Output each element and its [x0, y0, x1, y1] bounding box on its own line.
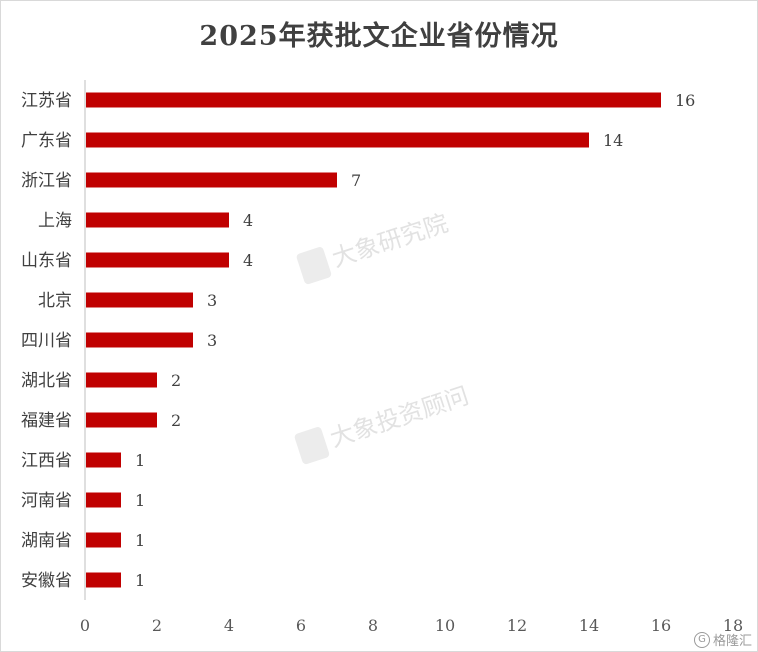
bar: [86, 292, 193, 308]
data-label: 4: [243, 211, 253, 230]
watermark-text-2: 大象投资顾问: [327, 382, 473, 453]
bar: [86, 372, 157, 388]
data-label: 4: [243, 251, 253, 270]
x-tick-label: 16: [651, 616, 671, 635]
data-label: 3: [207, 291, 217, 310]
data-label: 1: [135, 451, 145, 470]
logo-icon: G: [693, 631, 710, 648]
x-tick-label: 6: [296, 616, 306, 635]
bar: [86, 212, 229, 228]
category-label: 浙江省: [21, 171, 72, 191]
category-label: 福建省: [21, 411, 72, 431]
data-label: 2: [171, 411, 181, 430]
watermark-2: 大象投资顾问: [294, 382, 473, 465]
bar: [86, 92, 661, 108]
x-tick-label: 0: [80, 616, 90, 635]
category-label: 山东省: [21, 251, 72, 271]
category-label: 河南省: [21, 491, 72, 511]
bar: [86, 572, 121, 588]
corner-logo-text: 格隆汇: [712, 634, 752, 649]
category-label: 广东省: [21, 131, 72, 151]
x-tick-label: 8: [368, 616, 378, 635]
x-tick-label: 18: [723, 616, 743, 635]
data-label: 14: [603, 131, 623, 150]
bar: [86, 132, 589, 148]
watermark-1: 大象研究院: [296, 209, 452, 285]
bar: [86, 172, 337, 188]
data-label: 1: [135, 491, 145, 510]
data-label: 1: [135, 571, 145, 590]
bar: [86, 492, 121, 508]
category-label: 上海: [38, 211, 72, 231]
x-tick-label: 12: [507, 616, 527, 635]
bar: [86, 252, 229, 268]
x-tick-label: 2: [152, 616, 162, 635]
watermark-text-1: 大象研究院: [329, 209, 452, 273]
bar: [86, 532, 121, 548]
bar: [86, 412, 157, 428]
category-label: 江苏省: [21, 91, 72, 111]
category-label: 北京: [38, 291, 72, 311]
category-label: 湖南省: [21, 531, 72, 551]
bar: [86, 332, 193, 348]
category-label: 四川省: [21, 331, 72, 351]
category-label: 湖北省: [21, 371, 72, 391]
x-tick-label: 10: [435, 616, 455, 635]
category-label: 江西省: [21, 451, 72, 471]
data-label: 3: [207, 331, 217, 350]
bar: [86, 452, 121, 468]
data-label: 1: [135, 531, 145, 550]
data-label: 16: [675, 91, 695, 110]
data-label: 2: [171, 371, 181, 390]
x-tick-label: 14: [579, 616, 599, 635]
category-label: 安徽省: [21, 571, 72, 591]
chart-title: 2025年获批文企业省份情况: [199, 21, 559, 52]
corner-logo: G 格隆汇: [693, 630, 752, 649]
data-label: 7: [351, 171, 361, 190]
x-tick-label: 4: [224, 616, 234, 635]
